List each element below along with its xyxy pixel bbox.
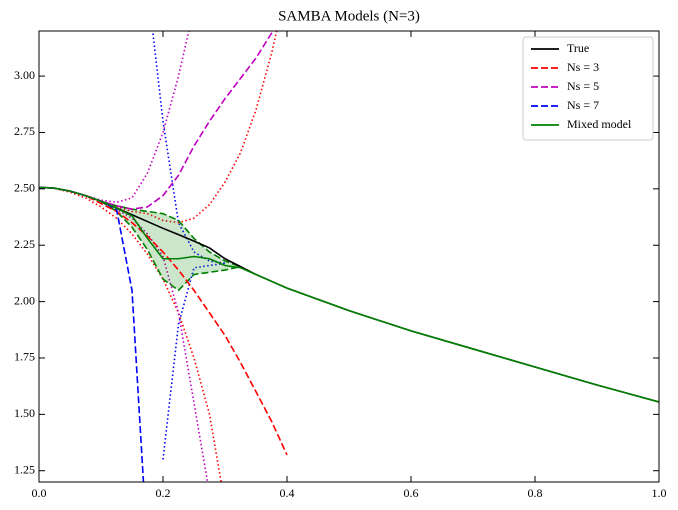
legend-label: Ns = 7 — [567, 98, 599, 112]
band-upper — [100, 200, 241, 268]
y-tick-label: 2.50 — [14, 181, 35, 195]
uncertainty-band — [101, 201, 241, 291]
y-tick-label: 2.75 — [14, 124, 35, 138]
legend-label: Ns = 3 — [567, 60, 599, 74]
series-line — [39, 186, 145, 482]
x-tick-label: 1.0 — [652, 486, 667, 500]
y-tick-label: 1.75 — [14, 350, 35, 364]
y-tick-label: 3.00 — [14, 68, 35, 82]
legend-box — [522, 36, 654, 141]
plot-area — [39, 31, 659, 482]
x-tick-label: 0.4 — [280, 486, 295, 500]
interval-lower — [162, 262, 226, 460]
legend-label: Ns = 5 — [567, 79, 599, 93]
legend: True Ns = 3 Ns = 5 Ns = 7 Mixed model — [522, 36, 654, 141]
y-tick-label: 2.00 — [14, 293, 35, 307]
series-line — [39, 31, 274, 210]
x-tick-label: 0.6 — [404, 486, 419, 500]
legend-label: Mixed model — [567, 117, 632, 131]
y-tick-label: 1.25 — [14, 462, 35, 476]
x-tick-label: 0.2 — [156, 486, 171, 500]
plot-frame — [38, 30, 660, 483]
y-tick-label: 1.50 — [14, 406, 35, 420]
y-tick-label: 2.25 — [14, 237, 35, 251]
chart-title: SAMBA Models (N=3) — [278, 8, 420, 24]
interval-upper — [151, 31, 226, 265]
series-line — [39, 186, 659, 403]
interval-upper — [39, 31, 278, 224]
interval-lower — [39, 186, 222, 482]
legend-label: True — [567, 41, 589, 55]
band-lower — [100, 200, 241, 292]
x-tick-label: 0.0 — [32, 486, 47, 500]
x-tick-label: 0.8 — [528, 486, 543, 500]
